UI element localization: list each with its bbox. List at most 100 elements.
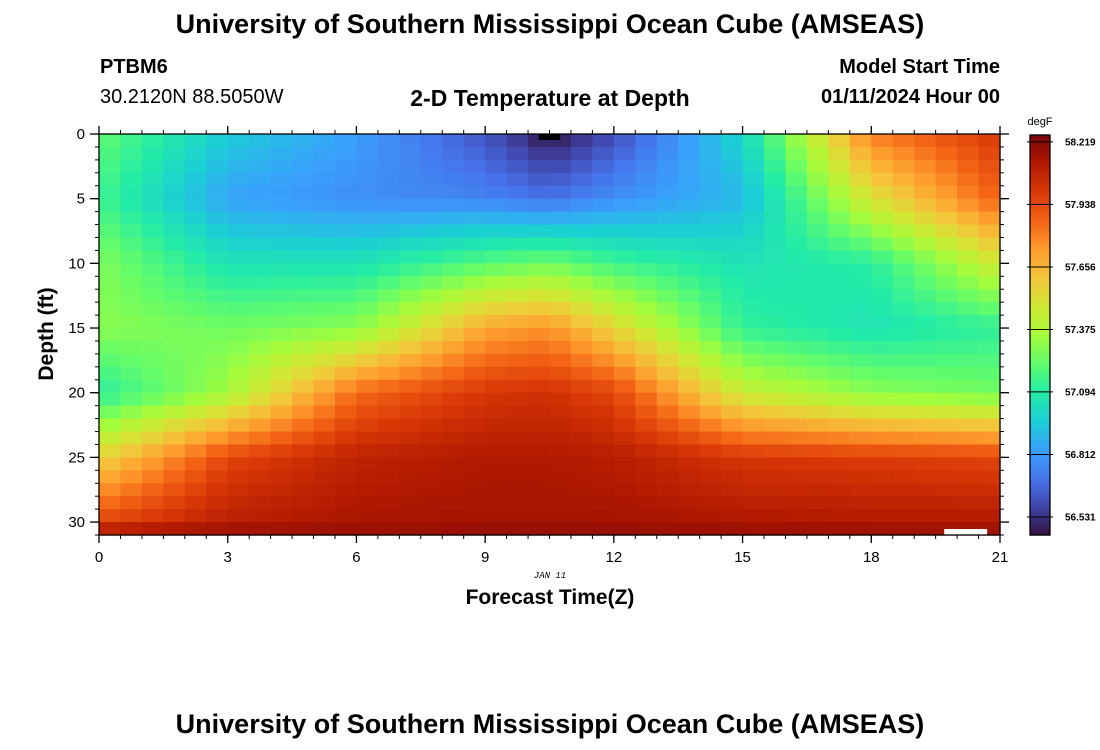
heatmap-cell	[721, 509, 744, 523]
heatmap-cell	[592, 211, 615, 226]
heatmap-cell	[249, 263, 272, 277]
heatmap-cell	[313, 509, 336, 523]
heatmap-cell	[914, 134, 937, 148]
colorbar-swatch	[1030, 205, 1050, 209]
colorbar-swatch	[1030, 221, 1050, 226]
heatmap-cell	[270, 328, 293, 342]
heatmap-cell	[549, 172, 572, 187]
heatmap-cell	[420, 146, 443, 161]
heatmap-cell	[249, 444, 272, 458]
heatmap-cell	[871, 315, 894, 329]
colorbar-swatch	[1030, 381, 1050, 386]
heatmap-cell	[120, 405, 143, 420]
heatmap-cell	[141, 405, 164, 420]
colorbar-swatch	[1030, 481, 1050, 486]
heatmap-cell	[849, 198, 872, 213]
heatmap-cell	[249, 315, 272, 329]
heatmap-cell	[506, 405, 529, 420]
heatmap-cell	[377, 146, 400, 161]
heatmap-cell	[206, 328, 229, 342]
heatmap-cell	[785, 379, 808, 394]
heatmap-cell	[313, 483, 336, 497]
heatmap-cell	[699, 405, 722, 420]
heatmap-cell	[334, 431, 358, 446]
heatmap-cell	[399, 366, 422, 381]
heatmap-cell	[420, 379, 443, 394]
heatmap-cell	[828, 172, 851, 187]
heatmap-cell	[721, 237, 744, 252]
heatmap-cell	[528, 263, 551, 277]
heatmap-cell	[892, 198, 915, 213]
colorbar-swatch	[1030, 165, 1050, 169]
heatmap-cell	[249, 483, 272, 497]
heatmap-cell	[785, 198, 808, 213]
heatmap-cell	[227, 237, 250, 252]
colorbar-swatch	[1030, 135, 1050, 139]
heatmap-cell	[249, 328, 272, 342]
heatmap-cell	[313, 353, 336, 368]
heatmap-cell	[270, 250, 293, 264]
heatmap-cell	[806, 522, 829, 536]
heatmap-cell	[914, 315, 937, 329]
heatmap-cell	[721, 418, 744, 433]
heatmap-cell	[914, 353, 937, 368]
heatmap-cell	[678, 315, 701, 329]
heatmap-cell	[742, 340, 765, 355]
station-id: PTBM6	[100, 56, 168, 78]
heatmap-cell	[828, 418, 851, 433]
heatmap-cell	[914, 250, 937, 264]
heatmap-cell	[914, 379, 937, 394]
heatmap-cell	[485, 392, 508, 407]
heatmap-cell	[227, 431, 250, 446]
heatmap-cell	[935, 366, 958, 381]
heatmap-cell	[656, 250, 679, 264]
heatmap-cell	[935, 146, 958, 161]
heatmap-cell	[141, 353, 164, 368]
heatmap-cell	[592, 431, 615, 446]
heatmap-cell	[656, 302, 679, 316]
colorbar-swatch	[1030, 465, 1050, 469]
heatmap-cell	[141, 431, 164, 446]
heatmap-cell	[742, 315, 765, 329]
heatmap-cell	[485, 418, 508, 433]
heatmap-cell	[978, 134, 1001, 148]
heatmap-cell	[828, 159, 851, 174]
heatmap-cell	[292, 198, 315, 213]
heatmap-cell	[549, 250, 572, 264]
heatmap-cell	[163, 302, 186, 316]
heatmap-cell	[227, 289, 250, 303]
heatmap-cell	[485, 431, 508, 446]
heatmap-cell	[635, 457, 658, 471]
heatmap-cell	[227, 302, 250, 316]
colorbar-swatch	[1030, 231, 1050, 236]
colorbar-swatch	[1030, 345, 1050, 349]
heatmap-cell	[356, 457, 379, 471]
heatmap-cell	[570, 509, 593, 523]
heatmap-cell	[184, 470, 207, 484]
heatmap-cell	[656, 289, 679, 303]
heatmap-cell	[227, 418, 250, 433]
heatmap-cell	[721, 172, 744, 187]
heatmap-cell	[613, 392, 636, 407]
heatmap-cell	[356, 444, 379, 458]
heatmap-cell	[292, 211, 315, 226]
heatmap-cell	[914, 522, 937, 536]
colorbar-swatch	[1030, 298, 1050, 303]
heatmap-cell	[742, 431, 765, 446]
heatmap-cell	[292, 185, 315, 200]
heatmap-cell	[613, 159, 636, 174]
heatmap-cell	[485, 211, 508, 226]
heatmap-cell	[120, 146, 143, 161]
heatmap-cell	[613, 366, 636, 381]
heatmap-cell	[785, 263, 808, 277]
colorbar-tick-label: 57.375	[1065, 325, 1096, 336]
heatmap-cell	[184, 431, 207, 446]
heatmap-cell	[828, 263, 851, 277]
heatmap-cell	[506, 211, 529, 226]
colorbar-swatch	[1030, 505, 1050, 509]
colorbar-swatch	[1030, 148, 1050, 153]
colorbar: 58.219 57.938 57.656 57.375 57.094 56.812 56.5…	[1027, 134, 1096, 536]
heatmap-cell	[849, 418, 872, 433]
heatmap-cell	[270, 405, 293, 420]
heatmap-cell	[892, 263, 915, 277]
